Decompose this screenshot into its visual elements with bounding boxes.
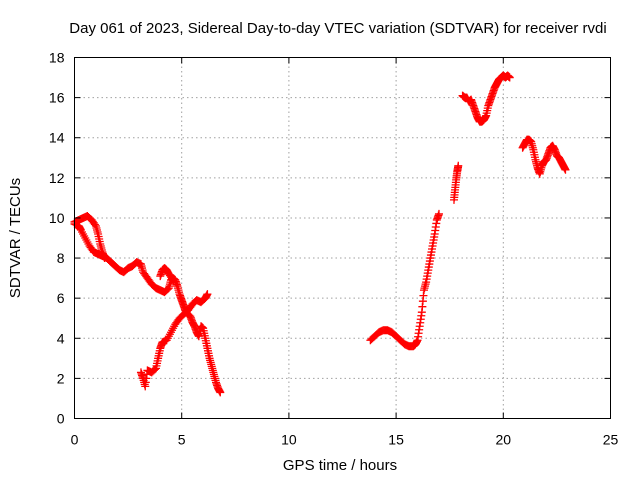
x-tick-label: 0 — [71, 432, 79, 448]
data-point-fill — [80, 231, 89, 240]
data-point — [434, 209, 443, 218]
data-point — [454, 161, 463, 170]
data-point-fill — [168, 274, 177, 283]
x-tick-label: 10 — [281, 432, 297, 448]
data-point-fill — [164, 332, 173, 341]
data-point-fill — [163, 334, 172, 343]
x-tick-label: 25 — [603, 432, 619, 448]
data-point — [169, 276, 178, 285]
data-point-fill — [90, 220, 99, 229]
data-point — [162, 336, 171, 345]
data-point — [203, 290, 212, 299]
y-tick-label: 0 — [57, 411, 65, 427]
y-axis-label: SDTVAR / TECUs — [7, 178, 24, 298]
data-point-fill — [168, 326, 177, 335]
y-tick-label: 2 — [57, 370, 65, 386]
y-tick-label: 6 — [57, 290, 65, 306]
y-tick-label: 12 — [49, 170, 65, 186]
data-point — [561, 165, 570, 174]
x-tick-label: 15 — [388, 432, 404, 448]
x-tick-label: 5 — [178, 432, 186, 448]
data-point-fill — [78, 227, 87, 236]
data-point — [166, 328, 175, 337]
data-point-fill — [169, 324, 178, 333]
data-point-fill — [82, 236, 91, 245]
y-tick-label: 10 — [49, 210, 65, 226]
x-tick-label: 20 — [496, 432, 512, 448]
y-tick-label: 8 — [57, 250, 65, 266]
data-point — [76, 225, 85, 234]
y-tick-label: 14 — [49, 130, 65, 146]
data-point-fill — [83, 238, 92, 247]
data-point-fill — [79, 229, 88, 238]
x-axis: 0 5 10 15 20 25 — [71, 57, 619, 448]
data-point — [81, 234, 90, 242]
grid-lines — [74, 57, 611, 419]
data-point — [505, 73, 514, 82]
data-points — [70, 71, 570, 397]
y-tick-label: 16 — [49, 90, 65, 106]
data-point-fill — [150, 365, 159, 374]
data-point-fill — [165, 330, 174, 339]
plot-frame — [74, 57, 611, 419]
chart-title: Day 061 of 2023, Sidereal Day-to-day VTE… — [69, 20, 606, 37]
y-tick-label: 4 — [57, 330, 65, 346]
y-tick-label: 18 — [49, 50, 65, 66]
x-axis-label: GPS time / hours — [283, 457, 397, 474]
data-point — [216, 388, 225, 397]
y-axis: 0 2 4 6 8 10 12 14 16 18 — [49, 50, 611, 427]
